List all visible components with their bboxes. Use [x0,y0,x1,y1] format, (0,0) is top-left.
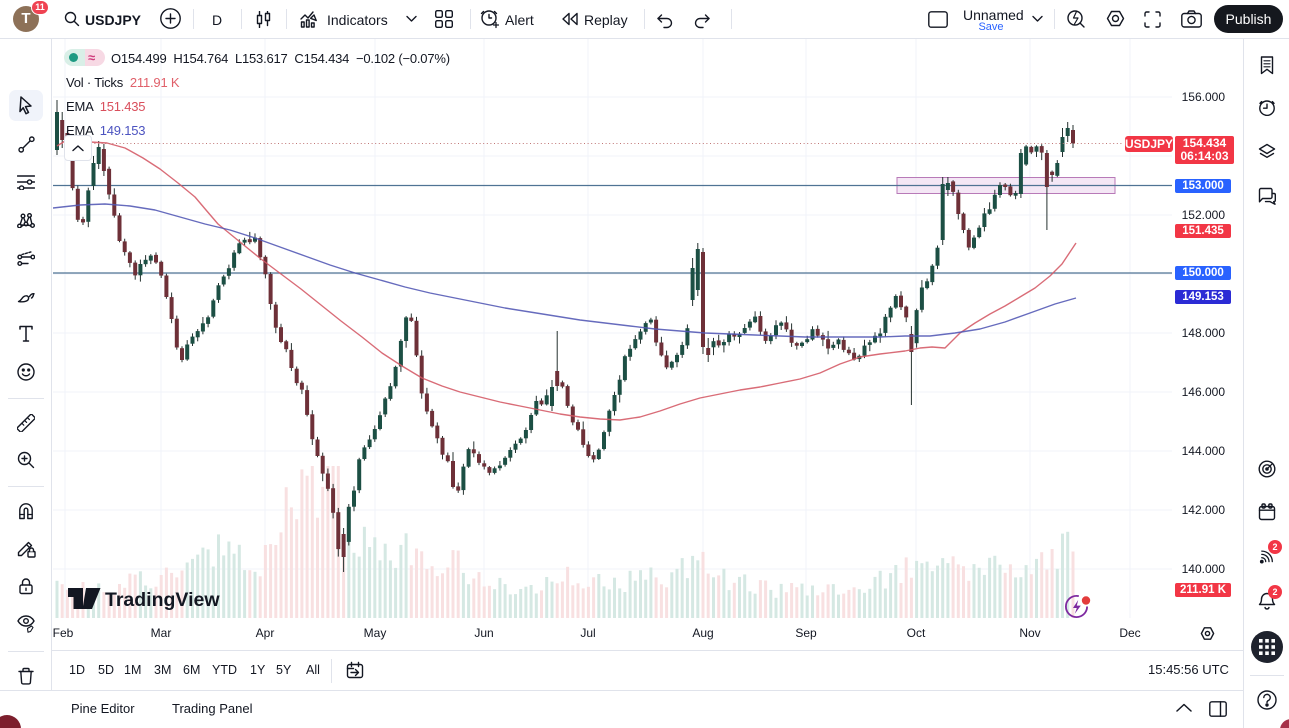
svg-text:TradingView: TradingView [105,589,220,611]
